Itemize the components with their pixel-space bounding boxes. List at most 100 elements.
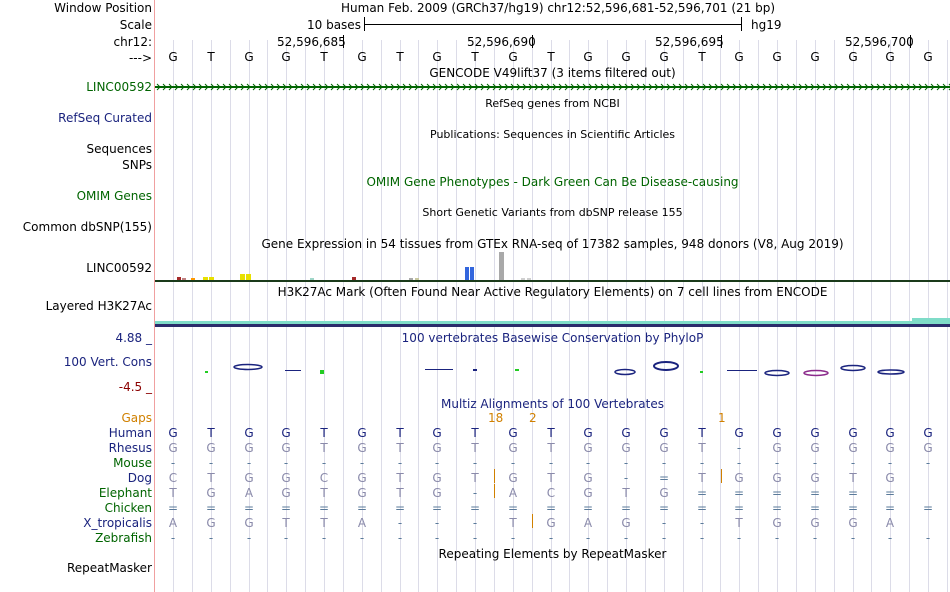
strand-chevron [168,83,173,91]
dna-base: G [734,50,744,64]
sequences-track-label[interactable]: Sequences [86,142,152,156]
strand-chevron [942,83,947,91]
aligned-base: - [585,531,591,545]
species-label[interactable]: Rhesus [108,441,152,455]
species-label[interactable]: Human [108,426,152,440]
aligned-base: T [547,426,555,440]
aligned-base: - [699,531,705,545]
strand-chevron [348,83,353,91]
h3k27ac-track-title: H3K27Ac Mark (Often Found Near Active Re… [277,285,828,299]
strand-chevron [240,83,245,91]
gridline [362,40,363,592]
strand-chevron [438,83,443,91]
strand-chevron [708,83,713,91]
scale-bar-line [364,24,741,25]
aligned-base: G [432,426,442,440]
dna-base: T [396,50,404,64]
strand-chevron [366,83,371,91]
phylop-track-label[interactable]: 100 Vert. Cons [63,355,152,369]
strand-chevron [678,83,683,91]
scale-db-text: hg19 [751,18,782,32]
strand-chevron [726,83,731,91]
insertion-marker[interactable] [494,469,495,483]
gridline [551,40,552,592]
h3k27ac-track-label[interactable]: Layered H3K27Ac [45,299,152,313]
refseq-track-label[interactable]: RefSeq Curated [58,111,152,125]
aligned-base: A [357,516,367,530]
aligned-base: = [809,486,821,500]
strand-chevron [234,83,239,91]
dbsnp-track-label[interactable]: Common dbSNP(155) [22,220,152,234]
browser-track-area[interactable]: Human Feb. 2009 (GRCh37/hg19) chr12:52,5… [155,0,950,592]
strand-chevron [342,83,347,91]
aligned-base: - [472,486,478,500]
aligned-base: - [246,531,252,545]
aligned-base: - [170,456,176,470]
aligned-base: G [357,441,367,455]
aligned-base: - [434,516,440,530]
strand-chevron [276,83,281,91]
aligned-base: = [733,486,745,500]
aligned-base: G [621,516,631,530]
dna-base: G [885,50,895,64]
panel-divider[interactable] [154,0,155,592]
species-label[interactable]: X_tropicalis [83,516,152,530]
gridline [607,40,608,592]
aligned-base: - [548,531,554,545]
strand-chevron [570,83,575,91]
aligned-base: = [582,501,594,515]
species-label[interactable]: Mouse [113,456,152,470]
aligned-base: G [432,486,442,500]
species-label[interactable]: Zebrafish [95,531,152,545]
insertion-marker[interactable] [494,484,495,498]
coord-label: 52,596,700 [845,35,914,49]
phylop-logo-plot[interactable] [155,355,950,381]
coord-label: 52,596,690 [467,35,536,49]
gridline [569,40,570,592]
strand-chevron [936,83,941,91]
species-label[interactable]: Dog [127,471,152,485]
aligned-base: - [850,456,856,470]
species-label[interactable]: Chicken [104,501,152,515]
snps-track-label[interactable]: SNPs [122,158,152,172]
strand-chevron [228,83,233,91]
aligned-base: T [396,426,404,440]
repeatmasker-track-label[interactable]: RepeatMasker [66,561,152,575]
gencode-track-label[interactable]: LINC00592 [86,80,152,94]
gencode-gene-line[interactable] [155,86,950,88]
gridline [249,40,250,592]
strand-chevron [636,83,641,91]
insertion-marker[interactable] [721,469,722,483]
aligned-base: = [884,486,896,500]
aligned-base: G [168,441,178,455]
strand-chevron [312,83,317,91]
insertion-marker[interactable] [532,514,533,528]
strand-chevron [384,83,389,91]
strand-chevron [564,83,569,91]
strand-chevron [654,83,659,91]
gtex-tissue-bar [470,267,474,280]
species-label[interactable]: Elephant [98,486,152,500]
gridline [702,40,703,592]
strand-chevron [546,83,551,91]
gtex-bar-chart[interactable] [155,250,950,282]
aligned-base: G [923,441,933,455]
aligned-base: - [661,516,667,530]
gtex-track-label[interactable]: LINC00592 [86,261,152,275]
strand-chevron [750,83,755,91]
gridline [381,40,382,592]
h3k27ac-signal[interactable] [155,321,950,324]
strand-chevron [930,83,935,91]
aligned-base: G [659,486,669,500]
omim-track-label[interactable]: OMIM Genes [76,189,152,203]
gridline [305,40,306,592]
gtex-tissue-bar [177,277,181,280]
coord-label: 52,596,695 [655,35,724,49]
strand-chevron [288,83,293,91]
aligned-base: G [923,426,933,440]
strand-chevron [906,83,911,91]
h3k27ac-signal-peak[interactable] [912,318,950,324]
strand-chevron [282,83,287,91]
strand-chevron [642,83,647,91]
aligned-base: T [471,441,479,455]
